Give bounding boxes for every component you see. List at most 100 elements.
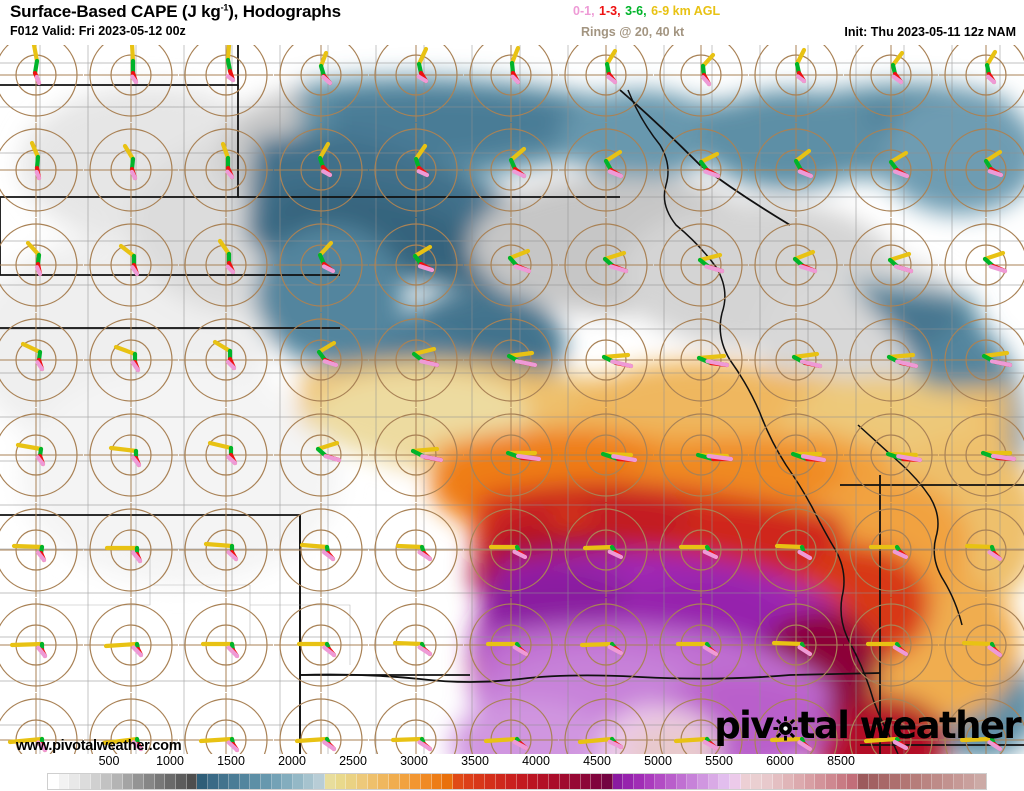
hodograph-segment-0-1km <box>705 359 730 368</box>
colorbar-swatch <box>101 774 112 789</box>
hodograph-segment <box>118 243 137 259</box>
colorbar-swatch <box>357 774 368 789</box>
hodograph-segment-0-1km <box>799 359 823 369</box>
hodograph <box>0 503 83 597</box>
hodograph-segment-0-1km <box>130 455 142 468</box>
colorbar-swatch <box>825 774 837 789</box>
hodograph-segment-0-1km <box>322 359 339 368</box>
hodograph-segment-0-1km <box>417 645 433 657</box>
hodograph-segment <box>317 240 334 258</box>
hodograph-segment <box>697 252 723 263</box>
hodograph <box>179 598 273 692</box>
hodograph <box>844 218 938 312</box>
hodograph-segment <box>602 250 627 262</box>
hodograph <box>274 693 368 754</box>
hodograph-segment-0-1km <box>607 739 624 750</box>
colorbar-swatch <box>207 774 219 789</box>
hodograph-segment <box>395 543 425 550</box>
colorbar-swatch <box>399 774 411 789</box>
hodograph <box>274 218 368 312</box>
hodograph <box>274 598 368 692</box>
hodograph <box>844 123 938 217</box>
colorbar-swatch <box>708 774 720 789</box>
hodograph <box>464 45 558 122</box>
hodograph <box>84 503 178 597</box>
hodograph-segment-0-1km <box>225 264 236 275</box>
hodograph-segment-0-1km <box>895 359 919 369</box>
hodograph <box>939 598 1024 692</box>
colorbar-swatch <box>389 774 400 789</box>
hodograph-segment <box>217 238 232 257</box>
hodograph <box>0 598 83 692</box>
colorbar-swatch <box>570 774 581 789</box>
hodograph-segment-0-1km <box>607 644 624 656</box>
website-watermark: www.pivotalweather.com <box>16 738 182 754</box>
colorbar-swatch <box>69 774 80 789</box>
map-canvas[interactable] <box>0 45 1024 754</box>
colorbar-swatch <box>857 774 869 789</box>
hodograph-segment-0-1km <box>987 169 1004 178</box>
hodograph-segment-0-1km <box>417 550 433 562</box>
colorbar-swatch <box>143 774 155 789</box>
hodograph <box>749 408 843 502</box>
hodograph-segment-0-1km <box>892 645 909 657</box>
pivotal-weather-logo: piv tal weather <box>714 704 1021 747</box>
colorbar-tick-label: 3000 <box>400 754 428 768</box>
hodograph <box>0 693 83 754</box>
hodograph-segment <box>15 442 44 452</box>
hodograph-segment-0-1km <box>510 74 521 85</box>
hodograph <box>939 313 1024 407</box>
hodograph-segment-0-1km <box>420 454 444 463</box>
colorbar-swatch <box>868 774 880 789</box>
colorbar-swatch <box>815 774 826 789</box>
hodograph-segment-0-1km <box>704 264 725 274</box>
colorbar-swatch <box>474 774 485 789</box>
hodograph-segment <box>412 244 433 259</box>
hodograph-segment-0-1km <box>419 359 440 368</box>
header-bar: Surface-Based CAPE (J kg-1), Hodographs … <box>0 0 1024 45</box>
colorbar-swatch <box>761 774 773 789</box>
colorbar-swatch <box>900 774 912 789</box>
hodograph-segment-0-1km <box>797 549 813 561</box>
hodograph-segment-0-1km <box>606 74 618 85</box>
hodograph <box>559 218 653 312</box>
hodograph-segment <box>101 736 140 746</box>
hodograph-segment <box>582 544 615 551</box>
hodograph-segment <box>506 350 535 359</box>
hodograph-segment <box>29 140 41 160</box>
hodograph-segment-0-1km <box>702 739 719 751</box>
hodograph <box>274 123 368 217</box>
colorbar-swatch <box>932 774 944 789</box>
hodograph <box>369 218 463 312</box>
colorbar-swatch <box>751 774 762 789</box>
hodograph-layer-legend: 0-1, 1-3, 3-6, 6-9 km AGL <box>573 4 721 18</box>
colorbar-swatch <box>676 774 688 789</box>
colorbar[interactable]: 500 1000 1500 2000 2500 3000 3500 4000 4500 5000 5… <box>0 754 1024 791</box>
hodograph-segment-0-1km <box>322 740 337 752</box>
hodograph <box>749 503 843 597</box>
hodograph-segment <box>769 736 805 743</box>
colorbar-tick-label: 5000 <box>644 754 672 768</box>
colorbar-swatch <box>293 774 304 789</box>
page-title: Surface-Based CAPE (J kg-1), Hodographs <box>10 2 341 21</box>
hodograph <box>844 503 938 597</box>
hodograph <box>179 45 273 122</box>
hodograph-segment-0-1km <box>798 264 818 274</box>
hodograph-segment-0-1km <box>416 74 429 84</box>
hodograph <box>84 45 178 122</box>
hodograph-segment <box>984 49 998 68</box>
colorbar-swatches[interactable] <box>47 773 987 790</box>
hodograph-segment-0-1km <box>797 645 813 657</box>
hodograph-segment-0-1km <box>321 264 336 274</box>
colorbar-swatch <box>314 774 326 789</box>
colorbar-swatch <box>953 774 965 789</box>
hodograph-segment-0-1km <box>513 264 532 274</box>
hodograph-segment-0-1km <box>896 454 923 463</box>
hodograph-segment-0-1km <box>512 549 528 560</box>
colorbar-tick-label: 4000 <box>522 754 550 768</box>
hodograph-segment <box>316 340 337 355</box>
colorbar-swatch <box>335 774 347 789</box>
hodograph-segment <box>507 248 531 261</box>
init-time-label: Init: Thu 2023-05-11 12z NAM <box>844 25 1016 39</box>
colorbar-swatch <box>303 774 315 789</box>
